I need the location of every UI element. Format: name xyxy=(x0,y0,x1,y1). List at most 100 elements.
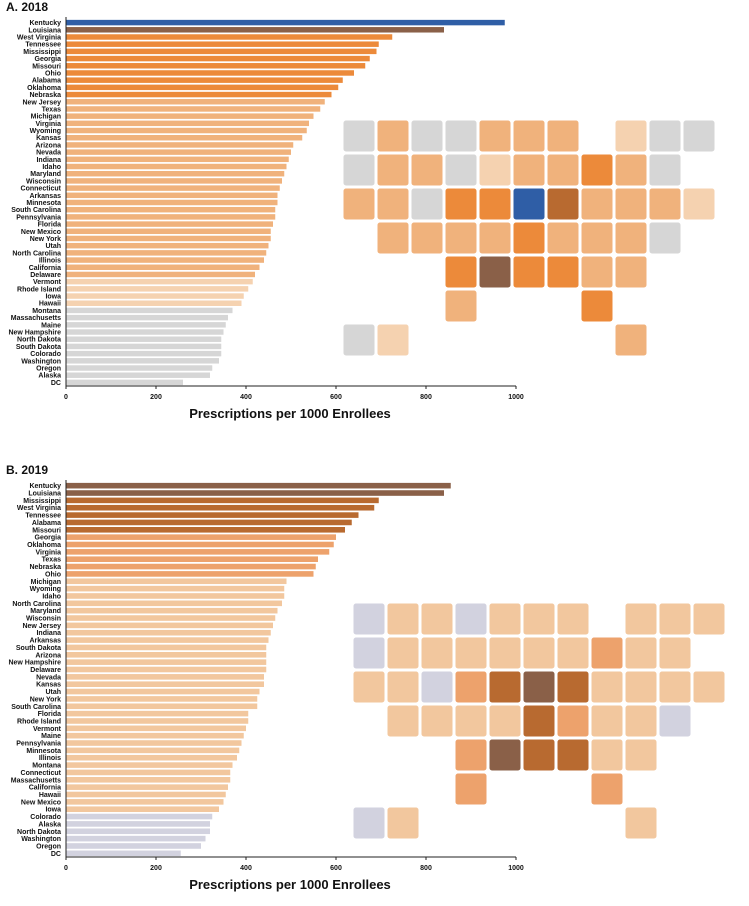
category-label: New Jersey xyxy=(22,99,61,106)
bar xyxy=(66,379,183,386)
bar xyxy=(66,120,309,127)
bar xyxy=(66,821,210,827)
category-label: Oklahoma xyxy=(27,85,61,92)
category-label: California xyxy=(29,265,61,272)
category-label: Illinois xyxy=(39,258,61,265)
bar xyxy=(66,490,444,496)
category-label: Ohio xyxy=(45,571,61,578)
state-shape xyxy=(658,636,692,670)
category-label: Washington xyxy=(21,836,61,843)
category-label: New Mexico xyxy=(21,799,61,806)
state-shape xyxy=(488,738,522,772)
bar xyxy=(66,666,267,673)
category-label: Virginia xyxy=(35,121,61,128)
state-shape xyxy=(546,255,580,289)
category-label: Utah xyxy=(45,243,61,250)
bar xyxy=(66,278,253,285)
category-label: Maryland xyxy=(30,171,61,178)
bar xyxy=(66,549,330,555)
state-shape xyxy=(444,153,478,187)
state-shape xyxy=(658,670,692,704)
state-shape xyxy=(386,704,420,738)
state-shape xyxy=(410,119,444,153)
bar xyxy=(66,681,264,687)
category-label: Texas xyxy=(42,557,61,564)
state-shape xyxy=(342,323,376,357)
state-shape xyxy=(444,221,478,255)
state-shape xyxy=(590,704,624,738)
bar xyxy=(66,250,267,256)
category-label: Iowa xyxy=(45,807,61,814)
category-label: Montana xyxy=(32,308,61,315)
state-shape xyxy=(546,153,580,187)
category-label: Oklahoma xyxy=(27,542,61,549)
category-label: Florida xyxy=(38,222,61,229)
category-label: Rhode Island xyxy=(17,286,61,293)
bar xyxy=(66,519,352,526)
state-shape xyxy=(342,119,376,153)
state-shape xyxy=(454,602,488,636)
bar xyxy=(66,242,269,249)
bar xyxy=(66,615,276,621)
state-shape xyxy=(580,153,614,187)
x-tick-label: 400 xyxy=(240,394,252,401)
state-shape xyxy=(590,636,624,670)
state-shape xyxy=(478,221,512,255)
category-label: South Dakota xyxy=(16,344,61,351)
state-shape xyxy=(590,738,624,772)
us-map-2019 xyxy=(352,602,726,840)
x-tick-label: 1000 xyxy=(508,865,524,872)
bar xyxy=(66,293,244,299)
bar xyxy=(66,813,213,820)
state-shape xyxy=(488,704,522,738)
category-label: Idaho xyxy=(42,164,61,171)
state-shape xyxy=(512,187,546,221)
bar xyxy=(66,725,246,732)
state-shape xyxy=(682,119,716,153)
bar xyxy=(66,185,280,191)
state-shape xyxy=(478,187,512,221)
category-label: Michigan xyxy=(31,114,61,121)
state-shape xyxy=(352,636,386,670)
category-label: Nebraska xyxy=(29,92,61,99)
bar xyxy=(66,674,264,680)
state-shape xyxy=(376,221,410,255)
bar xyxy=(66,828,210,835)
state-shape xyxy=(454,738,488,772)
bar xyxy=(66,754,237,761)
state-shape xyxy=(624,806,658,840)
state-shape xyxy=(648,221,682,255)
state-shape xyxy=(444,255,478,289)
state-shape xyxy=(376,323,410,357)
category-label: Rhode Island xyxy=(17,718,61,725)
state-shape xyxy=(352,602,386,636)
category-label: Alabama xyxy=(32,520,61,527)
state-shape xyxy=(590,670,624,704)
category-label: Indiana xyxy=(36,630,61,637)
x-tick-label: 0 xyxy=(64,865,68,872)
category-label: Maine xyxy=(41,733,61,740)
state-shape xyxy=(512,153,546,187)
bar xyxy=(66,578,287,585)
bar xyxy=(66,541,334,548)
state-shape xyxy=(454,772,488,806)
state-shape xyxy=(478,153,512,187)
bar xyxy=(66,696,258,702)
bar xyxy=(66,637,269,643)
category-label: Minnesota xyxy=(26,748,61,755)
bar xyxy=(66,192,278,199)
x-tick-label: 800 xyxy=(420,394,432,401)
category-label: Kansas xyxy=(36,682,61,689)
category-label: Michigan xyxy=(31,579,61,586)
category-label: Nevada xyxy=(36,674,61,681)
bar xyxy=(66,27,444,33)
state-shape xyxy=(512,119,546,153)
bar xyxy=(66,799,224,805)
bar xyxy=(66,593,285,599)
state-shape xyxy=(580,255,614,289)
state-shape xyxy=(614,221,648,255)
bar xyxy=(66,271,255,278)
category-label: Illinois xyxy=(39,755,61,762)
bar xyxy=(66,762,233,768)
